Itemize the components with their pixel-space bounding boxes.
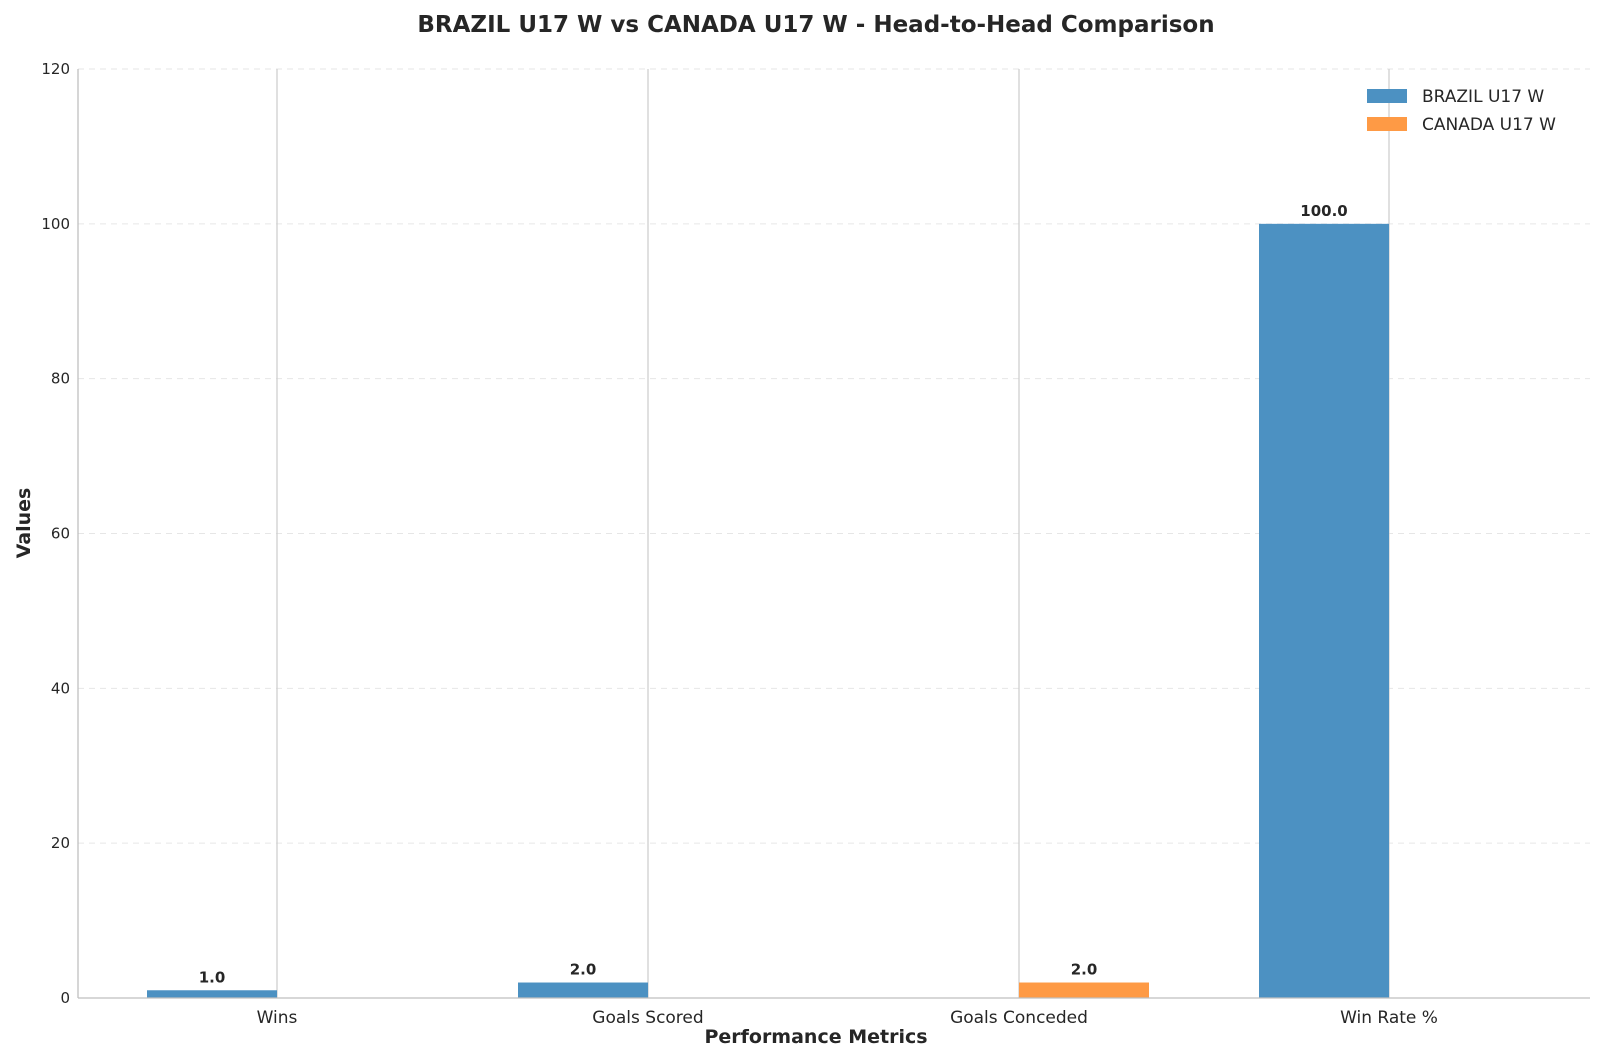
legend-label: CANADA U17 W: [1422, 115, 1556, 135]
y-tick-label: 100: [41, 215, 70, 233]
bar-brazil: [518, 982, 648, 998]
x-tick-label: Wins: [257, 1008, 298, 1028]
bars: 1.0 2.0 100.0 2.0: [147, 202, 1389, 999]
y-tick-label: 80: [51, 370, 70, 388]
bar-value-label: 1.0: [199, 968, 226, 986]
chart-title: BRAZIL U17 W vs CANADA U17 W - Head-to-H…: [417, 12, 1214, 38]
bar-value-label: 2.0: [1071, 961, 1098, 979]
bar-brazil: [1259, 223, 1389, 999]
x-axis-title: Performance Metrics: [704, 1026, 927, 1048]
x-tick-label: Goals Scored: [592, 1008, 703, 1028]
bar-value-label: 100.0: [1300, 202, 1347, 220]
x-tick-label: Win Rate %: [1340, 1008, 1438, 1028]
axes: [77, 69, 1590, 999]
y-axis-title: Values: [13, 488, 35, 559]
legend-label: BRAZIL U17 W: [1422, 87, 1544, 107]
y-ticks: 0 20 40 60 80 100 120: [41, 60, 70, 1007]
legend-swatch: [1367, 89, 1407, 103]
bar-brazil: [147, 990, 277, 998]
bar-value-label: 2.0: [570, 961, 597, 979]
bar-canada: [1019, 982, 1149, 998]
y-tick-label: 40: [51, 679, 70, 697]
y-tick-label: 60: [51, 525, 70, 543]
legend-swatch: [1367, 117, 1407, 131]
legend: BRAZIL U17 W CANADA U17 W: [1367, 87, 1556, 135]
x-tick-label: Goals Conceded: [950, 1008, 1088, 1028]
y-tick-label: 0: [60, 989, 70, 1007]
x-ticks: Wins Goals Scored Goals Conceded Win Rate %: [257, 1008, 1438, 1028]
y-tick-label: 120: [41, 60, 70, 78]
y-tick-label: 20: [51, 834, 70, 852]
